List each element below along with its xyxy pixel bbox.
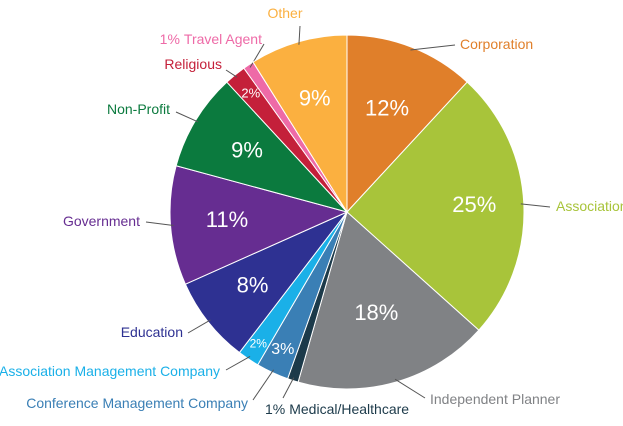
value-label: 9% (299, 86, 331, 111)
category-name: Corporation (460, 36, 533, 52)
category-label: Association (556, 198, 623, 214)
category-name: Association Management Company (0, 363, 220, 379)
value-label: 1% (265, 401, 285, 417)
category-name: Association (556, 198, 623, 214)
category-name: Medical/Healthcare (289, 401, 409, 417)
category-name: Conference Management Company (26, 395, 248, 411)
value-label: 2% (250, 336, 268, 350)
category-name: Religious (164, 56, 222, 72)
category-label: Other (267, 5, 302, 21)
value-label: 18% (354, 300, 398, 325)
category-label: Government (63, 213, 140, 229)
category-label: 1% Travel Agent (160, 31, 262, 47)
leader-line (520, 203, 551, 208)
leader-line (175, 111, 199, 123)
leader-line (225, 356, 251, 371)
leader-line (252, 369, 275, 401)
leader-line (394, 378, 426, 399)
pie-slice (252, 34, 348, 214)
value-label: 3% (271, 341, 294, 358)
category-label: Religious (164, 56, 222, 72)
value-label: 12% (365, 96, 409, 121)
category-name: Non-Profit (107, 101, 170, 117)
pie-slice (346, 34, 468, 214)
value-label: 1% (160, 31, 180, 47)
leader-line (410, 44, 456, 51)
category-name: Education (121, 324, 183, 340)
category-name: Other (267, 5, 302, 21)
category-label: Non-Profit (107, 101, 170, 117)
value-label: 25% (452, 192, 496, 217)
category-name: Independent Planner (430, 391, 560, 407)
leader-line (282, 377, 295, 399)
category-label: Independent Planner (430, 391, 560, 407)
leader-line (145, 221, 174, 227)
category-label: Education (121, 324, 183, 340)
category-label: Corporation (460, 36, 533, 52)
leader-line (298, 25, 301, 45)
leader-line (225, 69, 238, 78)
value-label: 2% (241, 85, 260, 100)
leader-line (249, 43, 265, 68)
leader-line (187, 319, 211, 334)
pie-slice (169, 165, 349, 285)
pie-slice (297, 211, 480, 390)
value-label: 11% (206, 207, 248, 232)
value-label: 9% (231, 137, 263, 162)
value-label: 8% (237, 272, 269, 297)
category-label: Conference Management Company (26, 395, 248, 411)
category-label: 1% Medical/Healthcare (265, 401, 409, 417)
category-label: Association Management Company (0, 363, 220, 379)
category-name: Travel Agent (184, 31, 262, 47)
category-name: Government (63, 213, 140, 229)
